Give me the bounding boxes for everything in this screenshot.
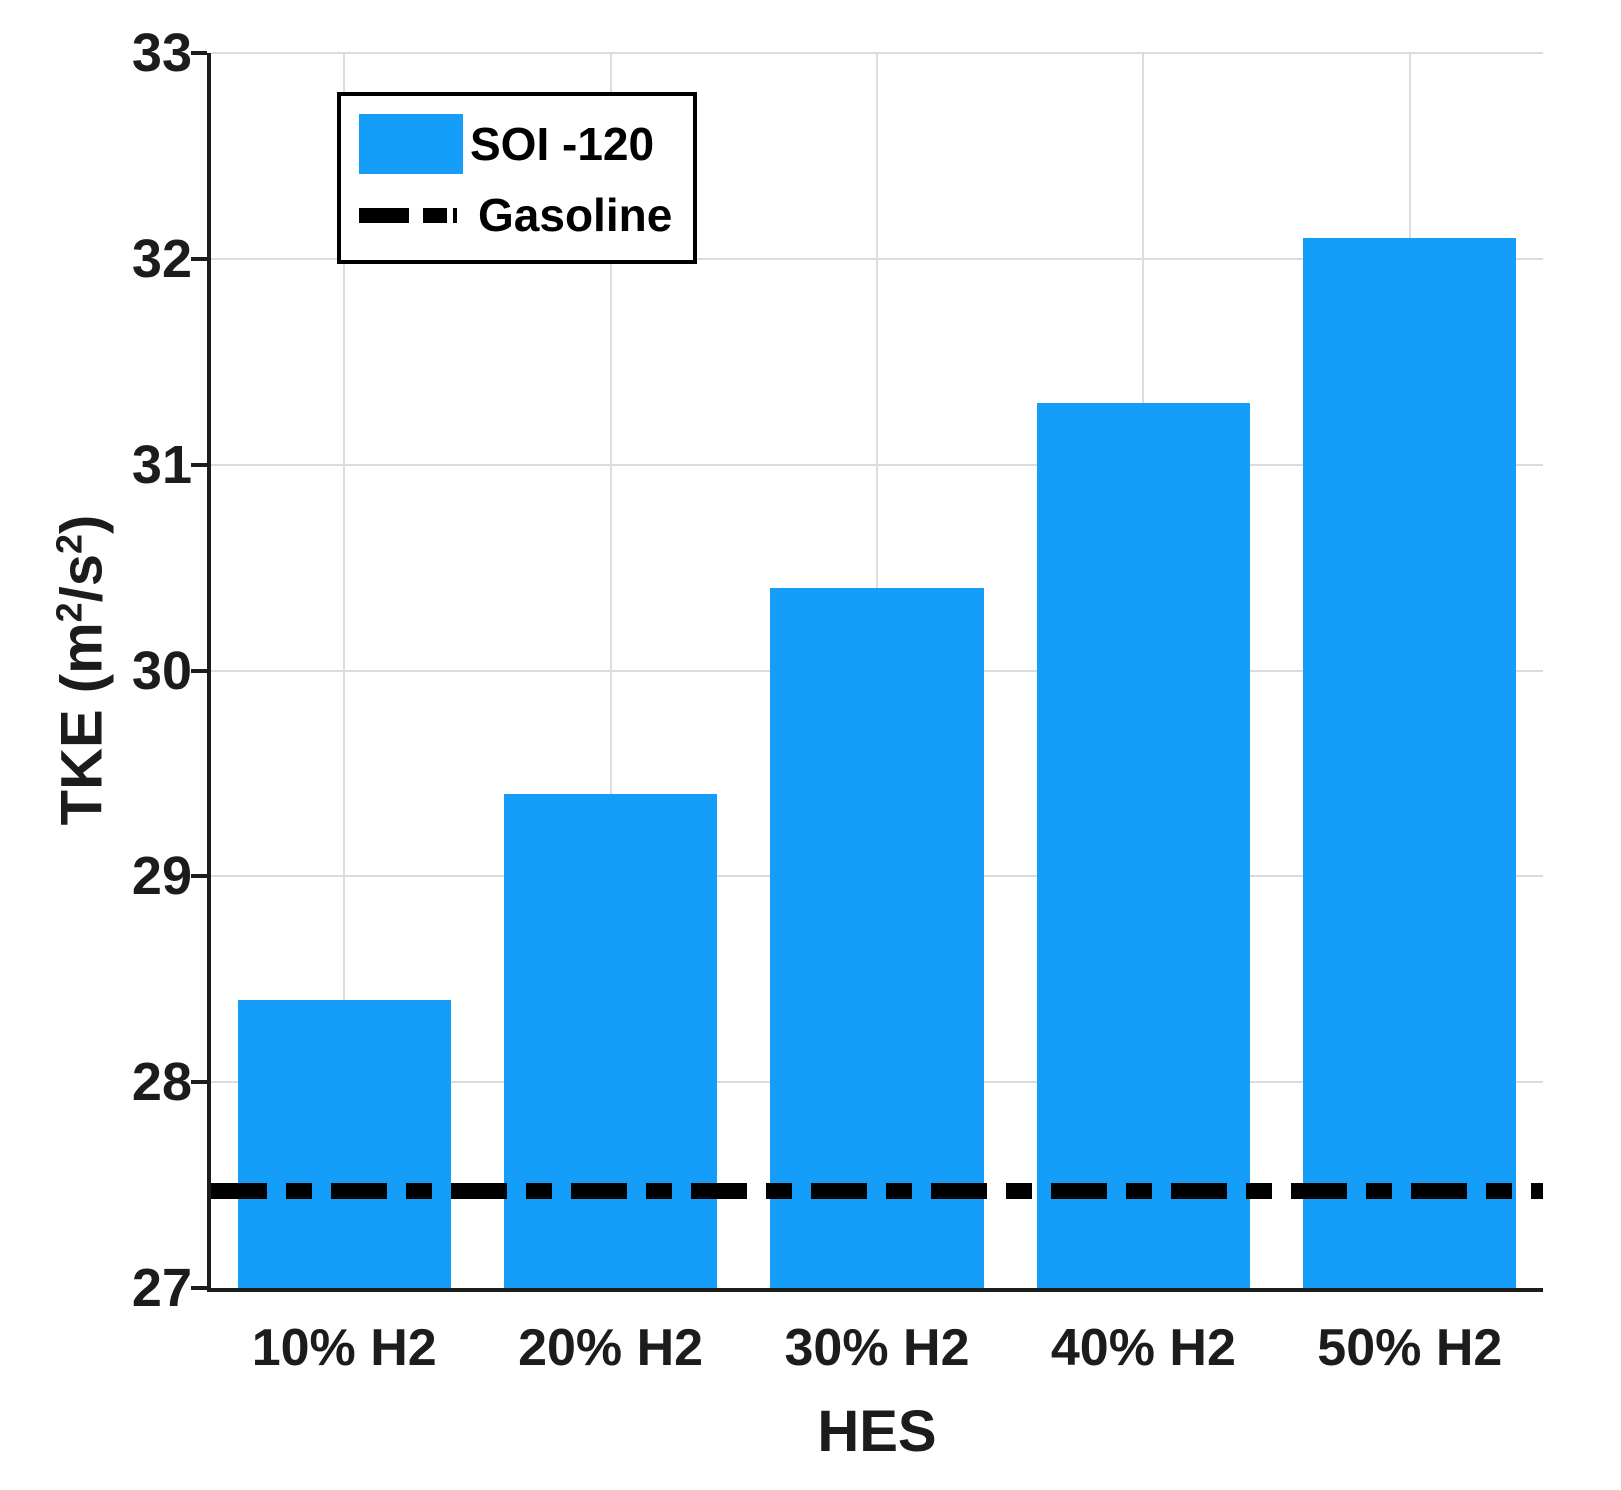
y-axis-tick-label: 31 (131, 434, 192, 495)
y-axis-tick-mark (191, 51, 207, 55)
bar-10-h2 (237, 999, 451, 1288)
y-axis-title-text: ) (49, 514, 115, 534)
legend-swatch-soi-120-icon (359, 114, 463, 174)
y-axis-tick-mark (191, 668, 207, 673)
legend-label-gasoline: Gasoline (478, 189, 673, 241)
bar-20-h2 (504, 794, 718, 1288)
y-axis-title-text: TKE (m (49, 622, 115, 826)
y-axis-tick-label: 33 (131, 23, 192, 83)
y-axis-tick-mark (191, 1080, 207, 1085)
x-axis-tick-label: 40% H2 (1050, 1319, 1236, 1377)
y-axis-tick-label: 32 (131, 228, 192, 289)
x-axis-tick-label: 30% H2 (784, 1319, 970, 1377)
y-axis-tick-label: 27 (131, 1258, 192, 1318)
plot-area: SOI -120 Gasoline (207, 52, 1543, 1292)
y-axis-title: TKE (m2/s2) (48, 515, 115, 826)
y-axis-title-superscript: 2 (48, 602, 90, 623)
y-axis-tick-label: 30 (131, 640, 192, 701)
bar-50-h2 (1303, 238, 1517, 1288)
gridline-vertical (609, 53, 612, 1288)
x-axis-tick-label: 10% H2 (251, 1319, 437, 1377)
y-axis-tick-mark (191, 1286, 207, 1290)
legend-label-soi-120: SOI -120 (470, 118, 655, 170)
x-axis-tick-label: 50% H2 (1317, 1319, 1503, 1377)
y-axis-tick-label: 28 (131, 1052, 192, 1113)
bar-40-h2 (1036, 402, 1250, 1288)
x-axis-title: HES (817, 1399, 937, 1464)
legend-entry-gasoline: Gasoline (359, 188, 693, 242)
y-axis-tick-mark (191, 874, 207, 879)
gasoline-reference-line (211, 1183, 1543, 1200)
y-axis-tick-mark (191, 256, 207, 261)
x-axis-tick-label: 20% H2 (518, 1319, 704, 1377)
gridline-vertical (343, 53, 346, 1288)
y-axis-title-text: /s (49, 553, 115, 603)
legend-dash-dot-line-icon (359, 207, 471, 223)
y-axis-tick-label: 29 (131, 846, 192, 907)
legend-entry-soi-120: SOI -120 (359, 114, 693, 174)
y-axis-title-superscript: 2 (48, 533, 90, 554)
bar-30-h2 (770, 588, 984, 1288)
legend: SOI -120 Gasoline (337, 92, 697, 264)
y-axis-tick-mark (191, 462, 207, 467)
